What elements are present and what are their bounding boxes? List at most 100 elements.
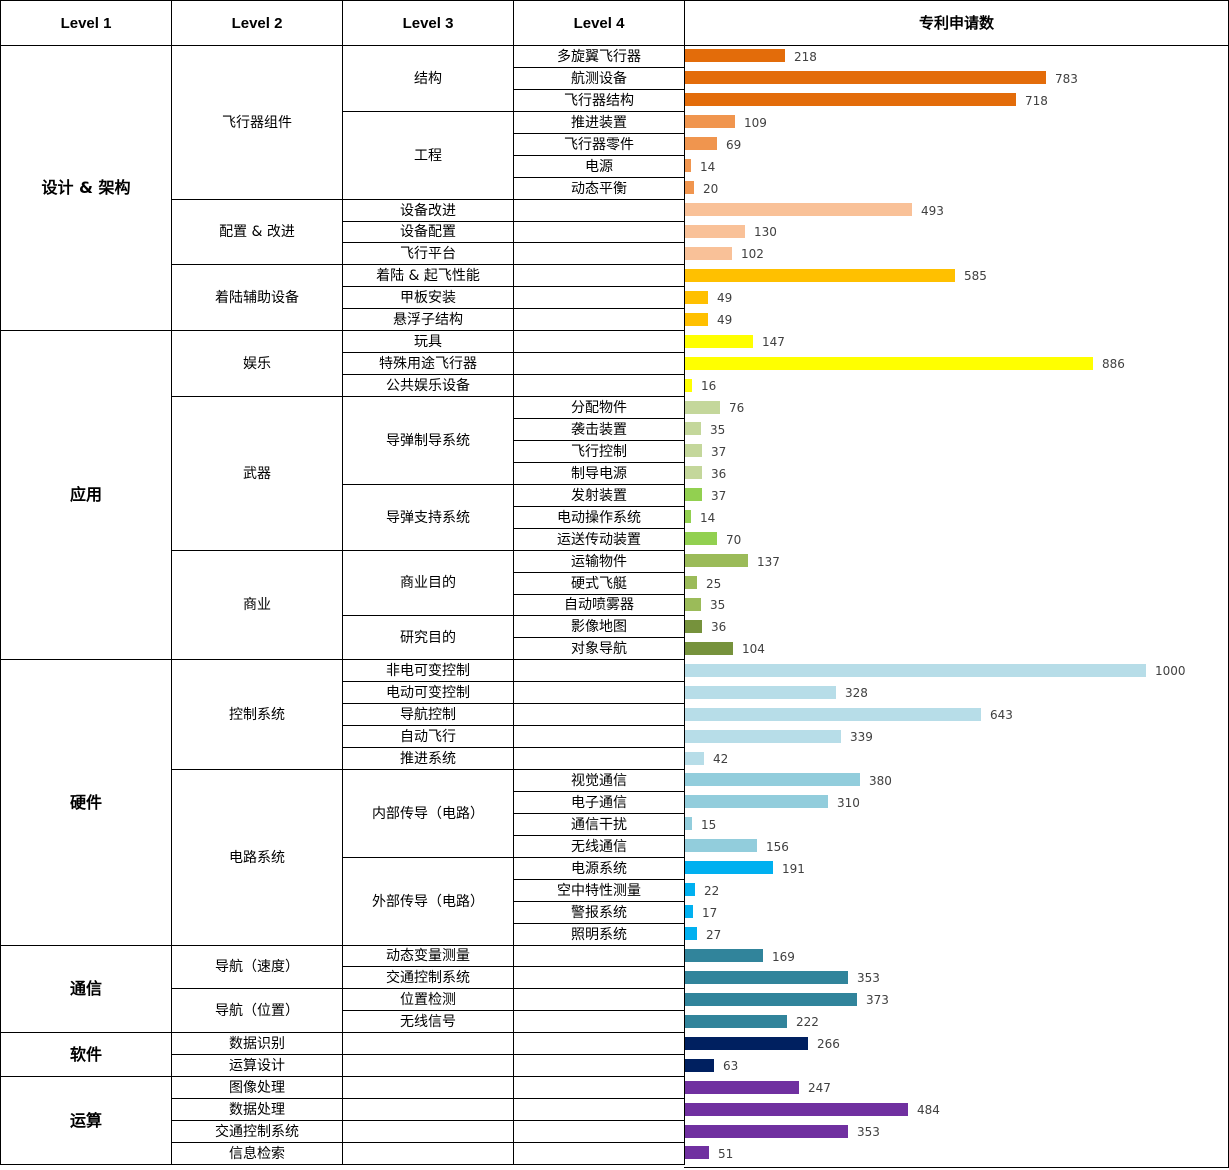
level3-cell: 非电可变控制 <box>342 659 514 682</box>
bar <box>685 642 733 655</box>
level4-cell <box>513 1054 685 1077</box>
bar <box>685 401 720 414</box>
level3-cell: 工程 <box>342 111 514 200</box>
level3-cell: 着陆 & 起飞性能 <box>342 264 514 287</box>
bar <box>685 883 695 896</box>
level4-cell <box>513 221 685 243</box>
level2-cell: 控制系统 <box>171 659 343 770</box>
level3-cell: 玩具 <box>342 330 514 353</box>
bar <box>685 335 753 348</box>
bar <box>685 137 717 150</box>
bar-value-label: 16 <box>701 379 717 393</box>
bar-value-label: 49 <box>717 291 733 305</box>
level4-cell: 运送传动装置 <box>513 528 685 551</box>
header-level2: Level 2 <box>171 0 343 46</box>
level4-cell <box>513 1142 685 1165</box>
level2-cell: 商业 <box>171 550 343 660</box>
level4-cell: 袭击装置 <box>513 418 685 441</box>
bar-value-label: 25 <box>706 577 722 591</box>
level1-cell: 设计 & 架构 <box>0 45 172 331</box>
bar <box>685 1015 787 1028</box>
bar <box>685 1037 808 1050</box>
bar-value-label: 42 <box>713 752 729 766</box>
bar <box>685 510 691 523</box>
level3-cell: 导弹制导系统 <box>342 396 514 485</box>
bar <box>685 861 773 874</box>
bar <box>685 379 692 392</box>
level4-cell: 发射装置 <box>513 484 685 507</box>
level4-cell: 制导电源 <box>513 462 685 485</box>
bar <box>685 839 757 852</box>
level3-cell: 自动飞行 <box>342 725 514 748</box>
bar <box>685 1059 714 1072</box>
level4-cell: 视觉通信 <box>513 769 685 792</box>
level3-cell <box>342 1076 514 1099</box>
level2-cell: 飞行器组件 <box>171 45 343 200</box>
level3-cell: 悬浮子结构 <box>342 308 514 331</box>
level2-cell: 配置 & 改进 <box>171 199 343 265</box>
level4-cell: 飞行控制 <box>513 440 685 463</box>
bar <box>685 444 702 457</box>
bar-value-label: 328 <box>845 686 868 700</box>
level3-cell: 导弹支持系统 <box>342 484 514 551</box>
bar-value-label: 37 <box>711 489 727 503</box>
level2-cell: 数据处理 <box>171 1098 343 1121</box>
level3-cell: 特殊用途飞行器 <box>342 352 514 375</box>
bar <box>685 181 694 194</box>
level3-cell <box>342 1098 514 1121</box>
level4-cell <box>513 681 685 704</box>
bar <box>685 313 708 326</box>
bar <box>685 269 955 282</box>
level4-cell <box>513 945 685 967</box>
bar-value-label: 51 <box>718 1147 734 1161</box>
level3-cell <box>342 1054 514 1077</box>
level4-cell: 飞行器结构 <box>513 89 685 112</box>
level2-cell: 导航（速度） <box>171 945 343 989</box>
bar-value-label: 36 <box>711 620 727 634</box>
bar-value-label: 373 <box>866 993 889 1007</box>
level4-cell <box>513 286 685 309</box>
bar <box>685 1081 799 1094</box>
level4-cell: 航测设备 <box>513 67 685 90</box>
bar-value-label: 14 <box>700 160 716 174</box>
level4-cell <box>513 242 685 265</box>
level1-cell: 通信 <box>0 945 172 1033</box>
level4-cell: 电源系统 <box>513 857 685 880</box>
bar <box>685 357 1093 370</box>
bar-value-label: 310 <box>837 796 860 810</box>
level3-cell: 交通控制系统 <box>342 966 514 989</box>
bar <box>685 905 693 918</box>
bar <box>685 817 692 830</box>
bar-value-label: 15 <box>701 818 717 832</box>
level4-cell <box>513 1032 685 1055</box>
level4-cell: 多旋翼飞行器 <box>513 45 685 68</box>
bar-value-label: 137 <box>757 555 780 569</box>
level4-cell: 自动喷雾器 <box>513 594 685 616</box>
level2-cell: 武器 <box>171 396 343 551</box>
bar-value-label: 17 <box>702 906 718 920</box>
bar-value-label: 109 <box>744 116 767 130</box>
bar-value-label: 27 <box>706 928 722 942</box>
bar-value-label: 218 <box>794 50 817 64</box>
level4-cell: 电动操作系统 <box>513 506 685 529</box>
bar-value-label: 104 <box>742 642 765 656</box>
level3-cell: 动态变量测量 <box>342 945 514 967</box>
level4-cell: 硬式飞艇 <box>513 572 685 595</box>
bar-value-label: 247 <box>808 1081 831 1095</box>
level2-cell: 数据识别 <box>171 1032 343 1055</box>
bar-value-label: 130 <box>754 225 777 239</box>
level4-cell: 电子通信 <box>513 791 685 814</box>
bar-value-label: 783 <box>1055 72 1078 86</box>
level3-cell: 电动可变控制 <box>342 681 514 704</box>
level2-cell: 信息检索 <box>171 1142 343 1165</box>
header-chart-title: 专利申请数 <box>684 0 1229 46</box>
bar-value-label: 102 <box>741 247 764 261</box>
bar <box>685 247 732 260</box>
bar <box>685 971 848 984</box>
bar <box>685 598 701 611</box>
level2-cell: 导航（位置） <box>171 988 343 1033</box>
bar-value-label: 14 <box>700 511 716 525</box>
level2-cell: 着陆辅助设备 <box>171 264 343 331</box>
bar-value-label: 353 <box>857 1125 880 1139</box>
bar-value-label: 339 <box>850 730 873 744</box>
